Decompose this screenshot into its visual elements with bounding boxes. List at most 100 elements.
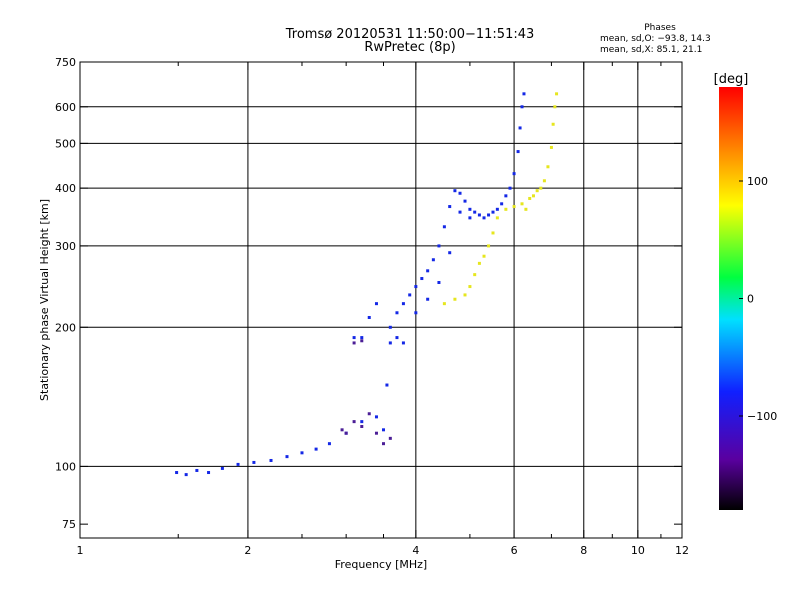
- echo-point-o: [207, 471, 211, 475]
- echo-point-o: [442, 225, 446, 229]
- echo-point-o: [508, 186, 512, 190]
- echo-point-o: [520, 105, 524, 109]
- echo-point-o: [448, 205, 452, 209]
- echo-point-x: [442, 302, 446, 306]
- echo-point-o: [458, 210, 462, 214]
- chart-title: Tromsø 20120531 11:50:00−11:51:43: [285, 27, 535, 42]
- echo-point-o: [314, 447, 318, 451]
- echo-point-o: [453, 189, 457, 193]
- echo-point-o: [327, 442, 331, 446]
- grid-lines: [80, 62, 683, 538]
- x-tick-label: 4: [412, 544, 419, 557]
- echo-point-o: [487, 213, 491, 217]
- echo-point-o: [352, 336, 356, 340]
- echo-point-o: [367, 315, 371, 319]
- echo-point-o: [374, 431, 378, 435]
- echo-point-x: [512, 205, 516, 209]
- echo-point-o: [408, 293, 412, 297]
- echo-point-o: [374, 302, 378, 306]
- echo-point-o: [360, 420, 364, 424]
- echo-point-o: [420, 277, 424, 281]
- x-tick-label: 2: [244, 544, 251, 557]
- echo-point-x: [539, 186, 543, 190]
- echo-point-x: [524, 207, 528, 211]
- echo-point-o: [414, 311, 418, 315]
- echo-point-o: [175, 471, 179, 475]
- echo-point-x: [542, 179, 546, 183]
- echo-point-x: [482, 254, 486, 258]
- echo-point-o: [184, 473, 188, 477]
- echo-point-x: [520, 202, 524, 206]
- echo-point-o: [388, 436, 392, 440]
- echo-points: [175, 92, 559, 477]
- echo-point-o: [395, 311, 399, 315]
- echo-point-o: [352, 420, 356, 424]
- echo-point-o: [381, 428, 385, 432]
- y-tick-label: 300: [55, 240, 76, 253]
- echo-point-o: [220, 466, 224, 470]
- x-axis-label: Frequency [MHz]: [335, 558, 427, 571]
- colorbar-tick-label: −100: [747, 410, 777, 423]
- echo-point-o: [448, 251, 452, 255]
- echo-point-o: [495, 207, 499, 211]
- echo-point-o: [385, 383, 389, 387]
- echo-point-o: [381, 442, 385, 446]
- echo-point-o: [344, 431, 348, 435]
- echo-point-o: [414, 285, 418, 289]
- y-axis-label: Stationary phase Virtual Height [km]: [38, 199, 51, 401]
- echo-point-x: [553, 105, 557, 109]
- echo-point-x: [535, 189, 539, 193]
- echo-point-o: [518, 126, 522, 130]
- colorbar-tick-label: 0: [747, 293, 754, 306]
- echo-point-x: [495, 216, 499, 220]
- y-tick-label: 750: [55, 56, 76, 69]
- echo-point-o: [360, 336, 364, 340]
- echo-point-o: [431, 258, 435, 262]
- phases-legend: Phases mean, sd,O: −93.8, 14.3 mean, sd,…: [600, 23, 730, 56]
- echo-point-o: [388, 341, 392, 345]
- echo-point-o: [482, 216, 486, 220]
- x-tick-label: 8: [580, 544, 587, 557]
- y-tick-label: 75: [62, 518, 76, 531]
- y-tick-label: 500: [55, 137, 76, 150]
- phases-title: Phases: [644, 23, 676, 33]
- echo-point-o: [426, 269, 430, 273]
- echo-point-o: [352, 341, 356, 345]
- echo-point-x: [468, 285, 472, 289]
- x-tick-label: 12: [675, 544, 689, 557]
- echo-point-x: [528, 196, 532, 200]
- echo-point-o: [468, 207, 472, 211]
- echo-point-o: [340, 428, 344, 432]
- echo-point-o: [500, 202, 504, 206]
- echo-point-o: [504, 194, 508, 198]
- echo-point-o: [300, 451, 304, 455]
- echo-point-x: [549, 145, 553, 149]
- colorbar-ticks: −100 0 100: [739, 175, 777, 423]
- x-tick-label: 1: [77, 544, 84, 557]
- echo-point-x: [477, 261, 481, 265]
- echo-point-o: [491, 210, 495, 214]
- echo-point-o: [437, 244, 441, 248]
- echo-point-o: [426, 297, 430, 301]
- echo-point-o: [285, 455, 289, 459]
- echo-point-o: [395, 336, 399, 340]
- echo-point-o: [468, 216, 472, 220]
- echo-point-x: [473, 273, 477, 277]
- echo-point-o: [388, 325, 392, 329]
- echo-point-o: [473, 210, 477, 214]
- plot-frame: [79, 61, 683, 539]
- y-tick-label: 400: [55, 182, 76, 195]
- phases-o-stats: mean, sd,O: −93.8, 14.3: [600, 34, 711, 44]
- phases-x-stats: mean, sd,X: 85.1, 21.1: [600, 45, 703, 55]
- echo-point-x: [531, 194, 535, 198]
- echo-point-x: [491, 231, 495, 235]
- y-tick-label: 600: [55, 101, 76, 114]
- y-tick-label: 100: [55, 460, 76, 473]
- echo-point-o: [401, 341, 405, 345]
- x-tick-label: 10: [631, 544, 645, 557]
- echo-point-x: [546, 165, 550, 169]
- echo-point-x: [555, 92, 559, 96]
- echo-point-o: [512, 172, 516, 176]
- echo-point-o: [360, 339, 364, 343]
